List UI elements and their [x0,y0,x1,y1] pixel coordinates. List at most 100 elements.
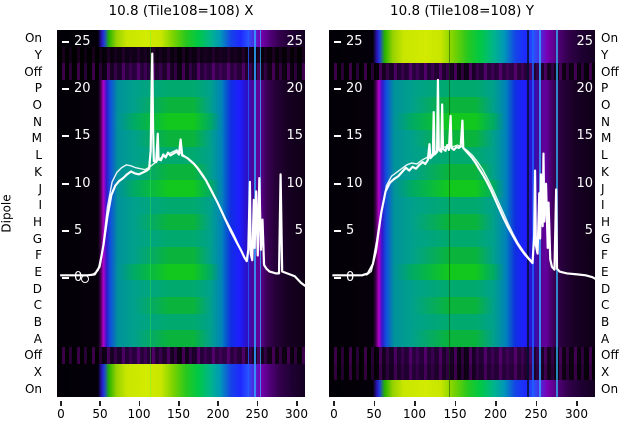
dipole-label: D [601,281,611,296]
heatmap-row [57,163,305,181]
dipole-label: L [601,148,608,163]
rfi-line [527,30,529,397]
x-tick-label: 50 [92,407,108,421]
x-tick-label: 0 [57,407,65,421]
inner-ytick: 5 [334,223,354,239]
tick-mark [334,183,341,185]
x-tick-label: 300 [565,407,588,421]
dipole-label: Y [601,48,609,63]
x-tick [373,401,375,406]
x-tick [414,401,416,406]
heatmap-row [57,113,305,131]
x-tick [333,401,335,406]
inner-ytick: 25 [334,34,363,50]
dipole-label: On [601,381,619,396]
inner-ytick: 5 [62,223,82,239]
dipole-label: F [601,248,608,263]
dipole-label: G [32,231,42,246]
dipole-label: J [38,181,42,196]
x-tick [535,401,537,406]
inner-ytick: 5 [584,223,593,238]
inner-ytick: 0 [334,270,354,286]
x-tick-label: 150 [443,407,467,421]
heatmap-row [57,213,305,231]
x-tick [495,401,497,406]
dipole-label: B [601,315,610,330]
x-axis-left: 0 50 100 150 200 250 300 [57,397,308,425]
x-tick-label: 0 [330,407,338,421]
heatmap-rows [57,30,305,397]
tick-mark [62,88,69,90]
inner-ytick: 15 [62,128,91,144]
x-tick-label: 150 [167,407,190,421]
heatmap-row [57,30,305,47]
heatmap-row [57,230,305,247]
x-tick [217,401,219,406]
inner-ytick: 20 [334,81,363,97]
rfi-line [150,30,151,397]
heatmap-row [57,380,305,397]
panel-title-x: 10.8 (Tile108=108) X [108,3,254,19]
inner-ytick: 15 [286,128,303,143]
dipole-label: M [31,131,42,146]
inner-ytick: 20 [286,81,303,96]
power-trace-main [60,54,305,288]
heatmap-row [57,146,305,164]
dipole-label: On [601,31,619,46]
heatmap-row [57,347,305,364]
dipole-labels-left: On Y Off P O N M L K J I H G F E D C B A… [0,30,42,397]
dipole-label: A [601,331,610,346]
heatmap-row [57,246,305,264]
inner-ytick: 10 [576,176,593,191]
inner-ytick: 0 [62,270,82,286]
heatmap-row [57,297,305,314]
x-tick-label: 100 [127,407,151,421]
dipole-label: On [24,31,42,46]
x-tick-label: 200 [484,407,507,421]
heatmap-row [57,96,305,114]
dipole-label: O [601,98,611,113]
x-tick-label: 200 [206,407,230,421]
x-tick-label: 250 [524,407,548,421]
dipole-label: D [32,281,42,296]
inner-ytick: 10 [286,176,303,191]
dipole-label: C [33,298,42,313]
dipole-label: X [33,365,42,380]
x-axis-right: 0 50 100 150 200 250 300 [329,397,595,425]
tick-mark [62,183,69,185]
heatmap-row [57,263,305,281]
dipole-label: K [34,164,42,179]
inner-ytick: 25 [62,34,91,50]
inner-ytick: 25 [286,34,303,49]
inner-ytick: 20 [62,81,91,97]
x-tick [454,401,456,406]
inner-ytick: 5 [294,223,303,238]
dipole-label: Off [24,64,42,79]
tick-mark [334,41,341,43]
tick-mark [62,135,69,137]
x-tick-label: 100 [403,407,426,421]
heatmap-row [57,63,305,81]
heatmap-row [57,330,305,348]
dipole-label: O [32,98,42,113]
dipole-label: F [35,248,42,263]
heatmap-row [57,313,305,331]
inner-ytick: 15 [576,128,593,143]
tick-mark [334,277,341,279]
heatmap-panel-y: 25 20 15 10 5 0 25 20 15 10 5 [329,30,595,397]
inner-ytick: 10 [334,176,363,192]
heatmap-row [57,196,305,214]
dipole-label: A [33,331,42,346]
inner-ytick: 10 [62,176,91,192]
x-tick [60,401,62,406]
dipole-label: C [601,298,610,313]
heatmap-row [57,180,305,197]
rfi-line [532,30,534,397]
inner-ytick: 20 [576,81,593,96]
inner-ytick: 25 [576,34,593,49]
dipole-label: Off [24,348,42,363]
dipole-label: B [33,315,42,330]
x-tick [256,401,259,406]
dipole-label: N [33,114,42,129]
